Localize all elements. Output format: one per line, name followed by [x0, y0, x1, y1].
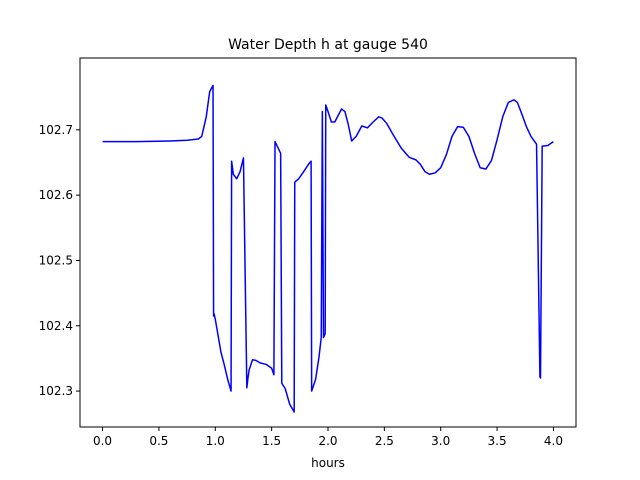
y-tick-label: 102.5: [39, 253, 73, 267]
y-tick-label: 102.4: [39, 319, 73, 333]
y-axis: 102.3 102.4 102.5 102.6 102.7: [39, 123, 80, 398]
x-tick-label: 0.0: [93, 434, 112, 448]
y-tick-label: 102.6: [39, 188, 73, 202]
plot-area: [102, 84, 554, 413]
x-tick-label: 1.5: [262, 434, 281, 448]
x-axis-label: hours: [311, 456, 345, 470]
x-tick-label: 2.0: [318, 434, 337, 448]
series-line-0: [102, 84, 554, 413]
x-tick-label: 0.5: [149, 434, 168, 448]
y-tick-label: 102.7: [39, 123, 73, 137]
x-tick-label: 4.0: [544, 434, 563, 448]
x-axis: 0.0 0.5 1.0 1.5 2.0 2.5 3.0 3.5 4.0: [93, 427, 563, 448]
x-tick-label: 1.0: [206, 434, 225, 448]
x-tick-label: 2.5: [375, 434, 394, 448]
x-tick-label: 3.5: [488, 434, 507, 448]
y-tick-label: 102.3: [39, 384, 73, 398]
chart-title: Water Depth h at gauge 540: [228, 37, 428, 53]
x-tick-label: 3.0: [431, 434, 450, 448]
